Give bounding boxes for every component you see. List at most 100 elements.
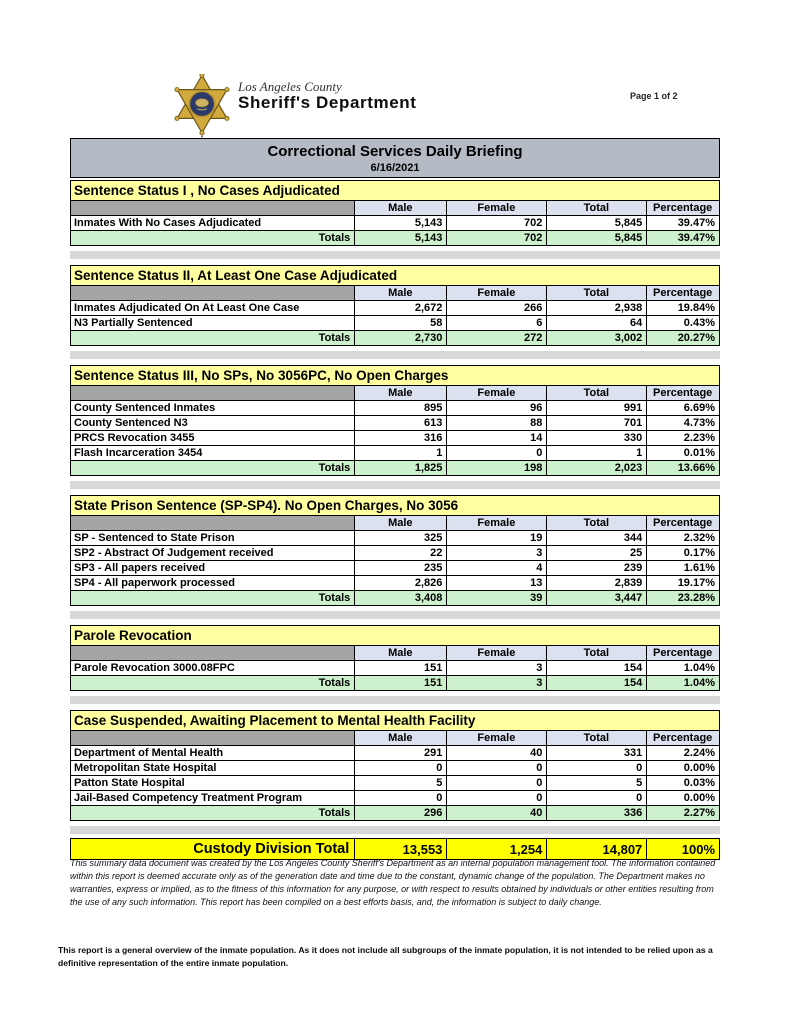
column-header-male: Male [354,200,448,216]
table-row: Inmates With No Cases Adjudicated 5,143 … [69,215,720,231]
cell-percentage: 0.00% [646,790,720,806]
totals-total: 2,023 [546,460,648,476]
totals-male: 1,825 [354,460,448,476]
cell-male: 2,826 [354,575,448,591]
column-header-total: Total [546,200,648,216]
section-table-sentence-status-3: Male Female Total Percentage County Sent… [69,385,720,476]
cell-female: 3 [446,545,548,561]
cell-male: 325 [354,530,448,546]
totals-row: Totals 296 40 336 2.27% [69,805,720,821]
totals-total: 5,845 [546,230,648,246]
row-label: Inmates With No Cases Adjudicated [69,215,356,231]
column-header-total: Total [546,730,648,746]
column-header-row: Male Female Total Percentage [69,285,720,301]
row-label: Flash Incarceration 3454 [69,445,356,461]
cell-male: 0 [354,760,448,776]
section-divider [70,696,720,704]
cell-total: 991 [546,400,648,416]
column-header-female: Female [446,645,548,661]
section-divider [70,826,720,834]
cell-total: 330 [546,430,648,446]
cell-total: 5 [546,775,648,791]
section-divider [70,481,720,489]
briefing-document: Correctional Services Daily Briefing 6/1… [69,138,720,860]
column-header-male: Male [354,730,448,746]
column-header-percentage: Percentage [646,285,720,301]
cell-female: 0 [446,790,548,806]
cell-male: 291 [354,745,448,761]
column-header-percentage: Percentage [646,385,720,401]
agency-name: Los Angeles County Sheriff's Department [238,80,417,112]
totals-female: 40 [446,805,548,821]
section-table-parole-revocation: Male Female Total Percentage Parole Revo… [69,645,720,691]
table-row: Jail-Based Competency Treatment Program … [69,790,720,806]
cell-female: 4 [446,560,548,576]
cell-total: 0 [546,760,648,776]
column-header-blank [69,285,356,301]
totals-percentage: 20.27% [646,330,720,346]
column-header-blank [69,385,356,401]
totals-female: 272 [446,330,548,346]
row-label: SP4 - All paperwork processed [69,575,356,591]
cell-female: 3 [446,660,548,676]
grand-total-label: Custody Division Total [69,838,356,860]
custody-division-total-row: Custody Division Total 13,553 1,254 14,8… [69,838,720,860]
totals-row: Totals 2,730 272 3,002 20.27% [69,330,720,346]
totals-female: 39 [446,590,548,606]
section-divider [70,251,720,259]
row-label: N3 Partially Sentenced [69,315,356,331]
cell-percentage: 0.43% [646,315,720,331]
cell-female: 88 [446,415,548,431]
cell-total: 1 [546,445,648,461]
column-header-blank [69,515,356,531]
totals-male: 151 [354,675,448,691]
row-label: County Sentenced Inmates [69,400,356,416]
column-header-male: Male [354,645,448,661]
table-row: PRCS Revocation 3455 316 14 330 2.23% [69,430,720,446]
table-row: Inmates Adjudicated On At Least One Case… [69,300,720,316]
cell-total: 701 [546,415,648,431]
cell-total: 25 [546,545,648,561]
cell-total: 2,938 [546,300,648,316]
column-header-blank [69,730,356,746]
row-label: SP3 - All papers received [69,560,356,576]
report-title: Correctional Services Daily Briefing [267,143,523,160]
cell-male: 2,672 [354,300,448,316]
table-row: SP2 - Abstract Of Judgement received 22 … [69,545,720,561]
cell-female: 96 [446,400,548,416]
cell-percentage: 0.17% [646,545,720,561]
table-row: County Sentenced Inmates 895 96 991 6.69… [69,400,720,416]
cell-female: 14 [446,430,548,446]
grand-total-percentage: 100% [646,838,720,860]
section-header-sentence-status-1: Sentence Status I , No Cases Adjudicated [70,180,720,200]
sheriff-star-badge-icon [174,74,230,138]
letterhead: Los Angeles County Sheriff's Department … [70,74,720,138]
totals-label: Totals [69,330,356,346]
cell-male: 1 [354,445,448,461]
column-header-percentage: Percentage [646,730,720,746]
column-header-total: Total [546,515,648,531]
totals-row: Totals 5,143 702 5,845 39.47% [69,230,720,246]
row-label: PRCS Revocation 3455 [69,430,356,446]
totals-row: Totals 3,408 39 3,447 23.28% [69,590,720,606]
cell-male: 22 [354,545,448,561]
totals-percentage: 1.04% [646,675,720,691]
column-header-female: Female [446,285,548,301]
cell-male: 5,143 [354,215,448,231]
column-header-row: Male Female Total Percentage [69,385,720,401]
totals-male: 3,408 [354,590,448,606]
page-indicator: Page 1 of 2 [630,91,678,101]
table-row: Parole Revocation 3000.08FPC 151 3 154 1… [69,660,720,676]
cell-male: 316 [354,430,448,446]
cell-male: 0 [354,790,448,806]
row-label: County Sentenced N3 [69,415,356,431]
table-row: Patton State Hospital 5 0 5 0.03% [69,775,720,791]
section-table-case-suspended: Male Female Total Percentage Department … [69,730,720,821]
totals-percentage: 23.28% [646,590,720,606]
totals-total: 154 [546,675,648,691]
column-header-row: Male Female Total Percentage [69,730,720,746]
table-row: Metropolitan State Hospital 0 0 0 0.00% [69,760,720,776]
totals-percentage: 13.66% [646,460,720,476]
cell-total: 64 [546,315,648,331]
cell-male: 58 [354,315,448,331]
